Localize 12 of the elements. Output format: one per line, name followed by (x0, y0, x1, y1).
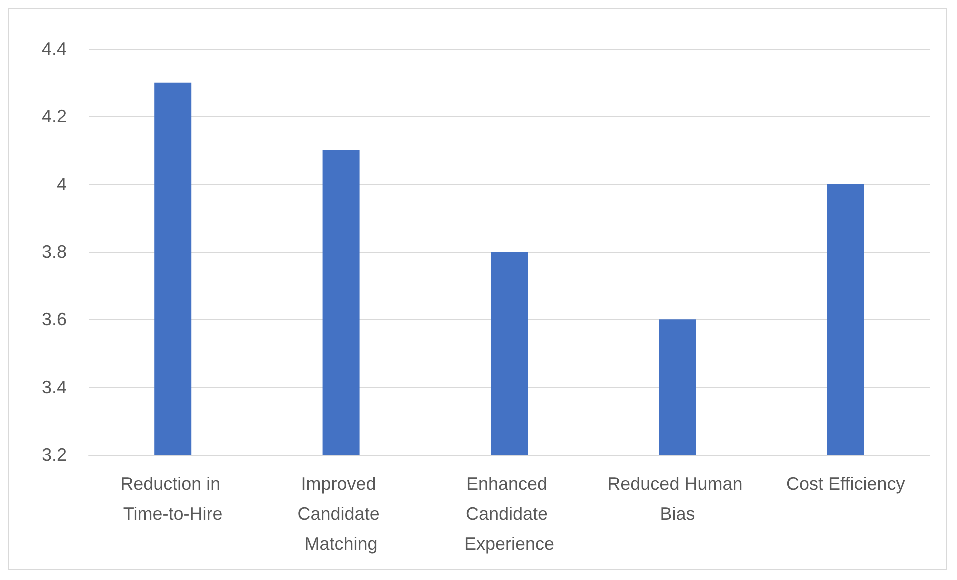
y-tick-label: 4.2 (42, 106, 67, 127)
y-tick-label: 4 (56, 174, 67, 194)
y-tick-label: 3.6 (42, 310, 67, 330)
y-tick-label: 3.2 (42, 445, 67, 465)
y-tick-label: 3.4 (42, 377, 67, 398)
x-tick-label: Reduced Human Bias (608, 474, 748, 524)
x-tick-label: Improved Candidate Matching (298, 474, 385, 554)
x-tick-label: Cost Efficiency (786, 474, 906, 494)
x-tick-label: Reduction in Time-to-Hire (120, 474, 226, 524)
y-tick-label: 4.4 (42, 39, 67, 59)
x-tick-label: Enhanced Candidate Experience (464, 474, 555, 554)
y-tick-label: 3.8 (42, 242, 67, 262)
